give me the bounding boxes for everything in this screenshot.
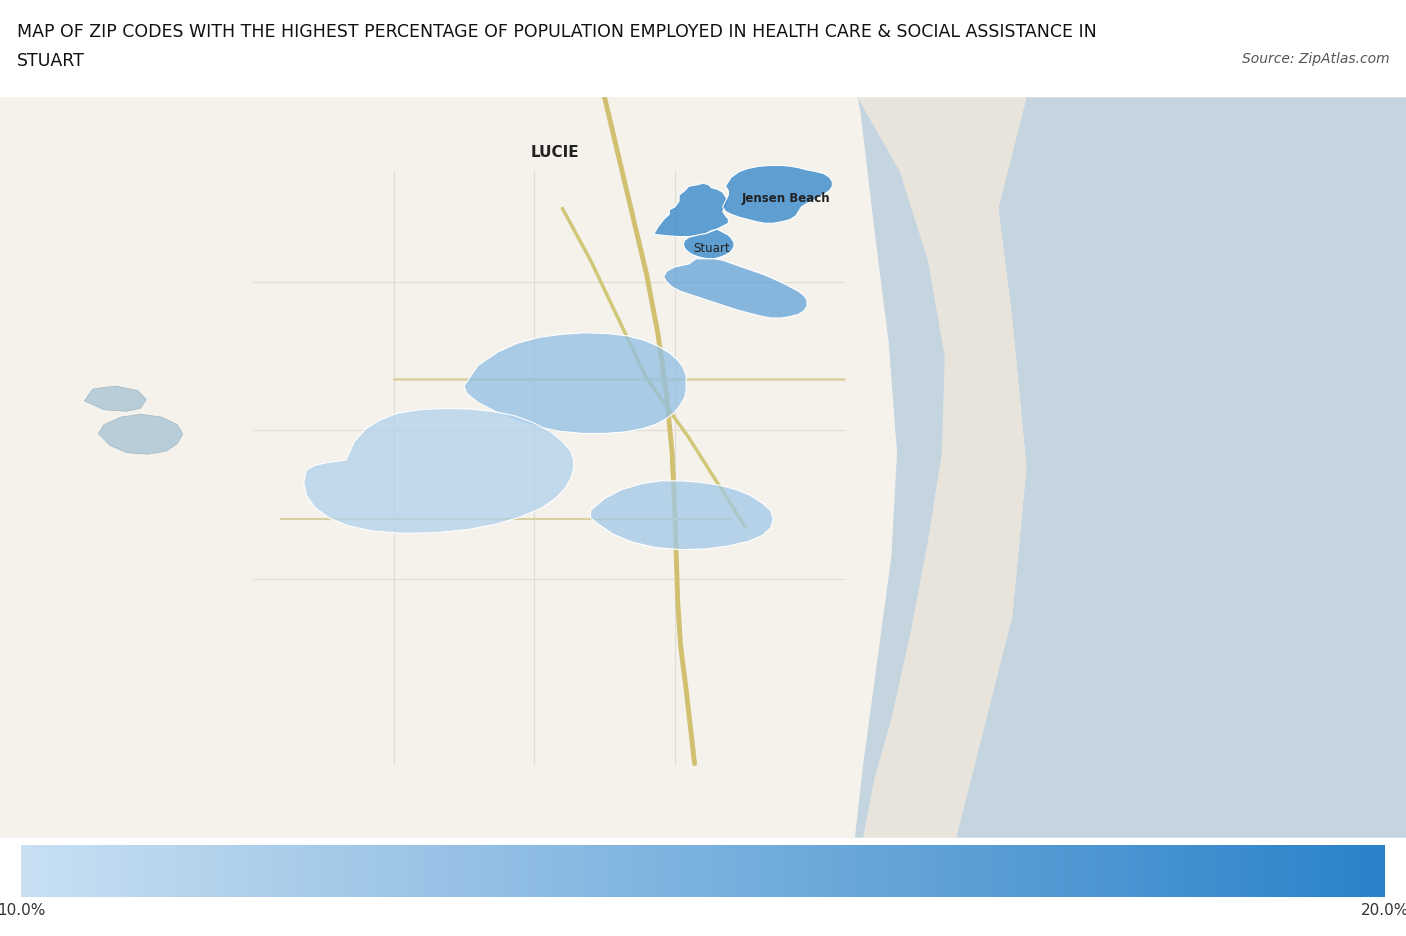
Text: Jensen Beach: Jensen Beach xyxy=(741,192,831,205)
Text: Source: ZipAtlas.com: Source: ZipAtlas.com xyxy=(1241,51,1389,66)
Polygon shape xyxy=(304,409,574,534)
Text: MAP OF ZIP CODES WITH THE HIGHEST PERCENTAGE OF POPULATION EMPLOYED IN HEALTH CA: MAP OF ZIP CODES WITH THE HIGHEST PERCEN… xyxy=(17,23,1097,41)
Polygon shape xyxy=(84,387,146,412)
Polygon shape xyxy=(98,415,183,455)
Polygon shape xyxy=(654,184,728,238)
Text: STUART: STUART xyxy=(17,51,84,69)
Polygon shape xyxy=(591,481,773,550)
Polygon shape xyxy=(956,98,1406,838)
Polygon shape xyxy=(464,333,686,434)
Polygon shape xyxy=(664,259,807,318)
Polygon shape xyxy=(858,98,1040,838)
Text: LUCIE: LUCIE xyxy=(531,145,579,160)
Text: Stuart: Stuart xyxy=(693,241,730,255)
Polygon shape xyxy=(683,230,734,259)
Polygon shape xyxy=(855,98,945,838)
Polygon shape xyxy=(723,167,832,224)
